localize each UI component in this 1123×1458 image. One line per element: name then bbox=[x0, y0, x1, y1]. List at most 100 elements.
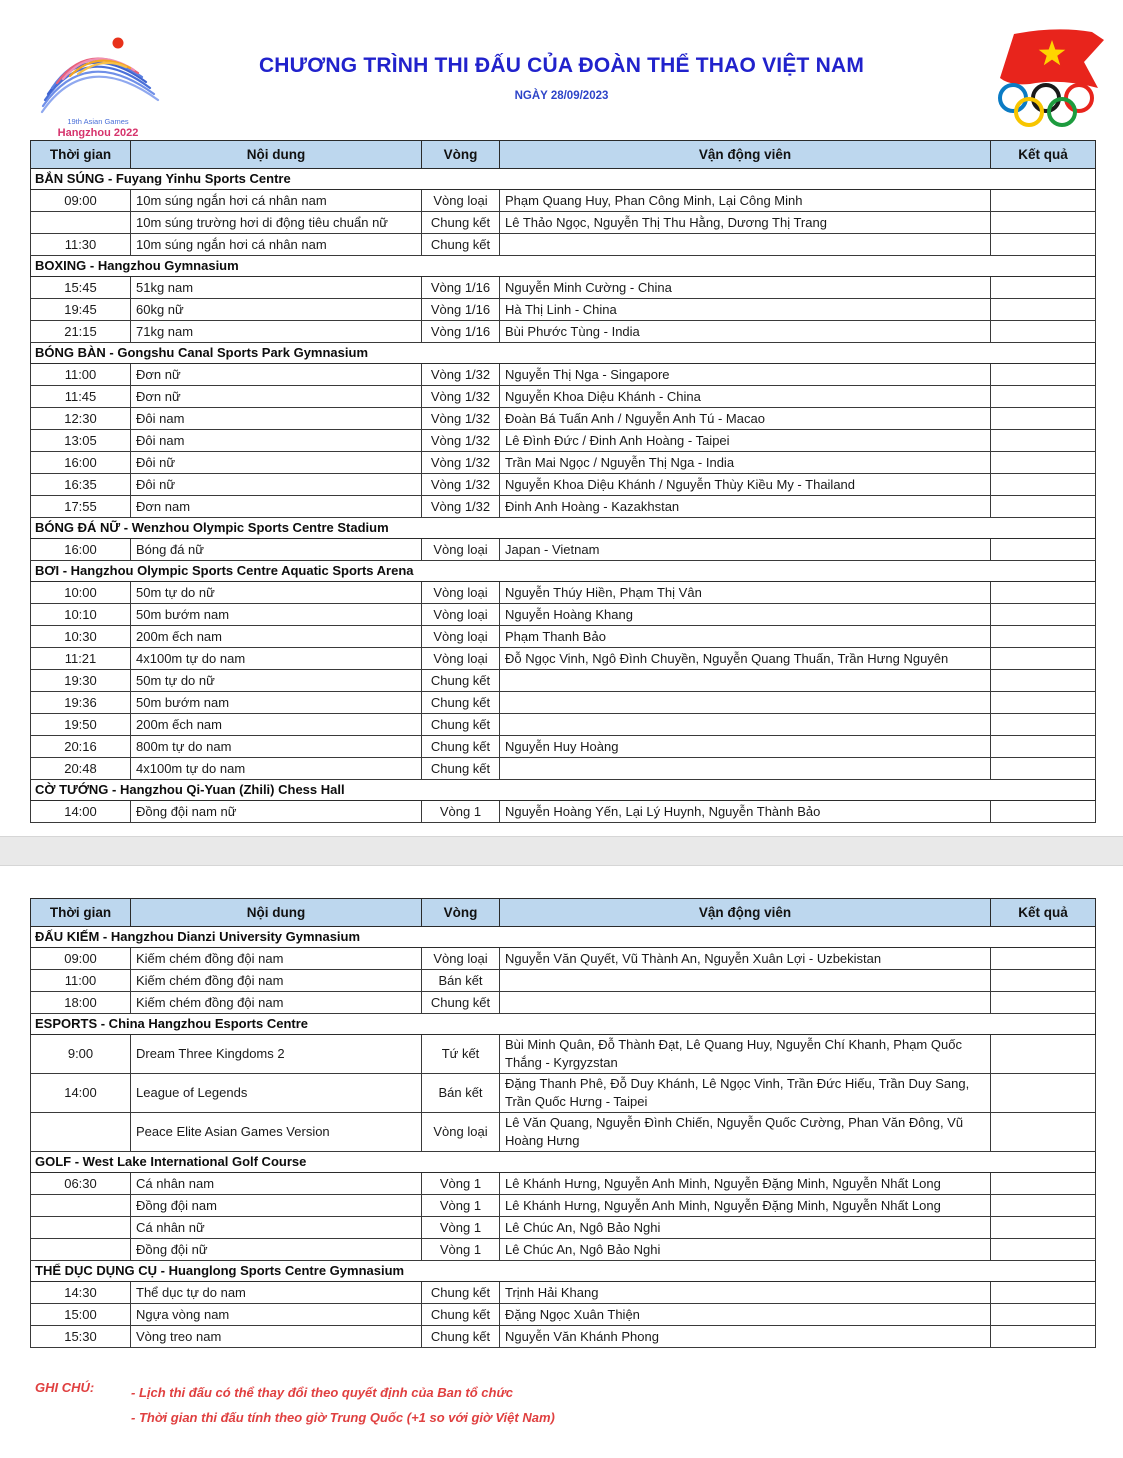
cell-event: 50m bướm nam bbox=[130, 603, 422, 626]
schedule-table-afternoon: Thời gian Nội dung Vòng Vận động viên Kết qu… bbox=[30, 898, 1096, 1348]
table-row: 20:48 4x100m tự do nam Chung kết bbox=[30, 757, 1096, 780]
cell-athletes: Lê Đình Đức / Đinh Anh Hoàng - Taipei bbox=[499, 429, 991, 452]
cell-athletes bbox=[499, 691, 991, 714]
cell-athletes: Nguyễn Khoa Diệu Khánh - China bbox=[499, 385, 991, 408]
cell-time: 06:30 bbox=[30, 1172, 131, 1195]
cell-time: 21:15 bbox=[30, 320, 131, 343]
cell-event: Bóng đá nữ bbox=[130, 538, 422, 561]
cell-round: Vòng 1/32 bbox=[421, 385, 500, 408]
cell-result bbox=[990, 429, 1096, 452]
section-header-row: BẮN SÚNG - Fuyang Yinhu Sports Centre bbox=[30, 168, 1096, 190]
table-row: 10:10 50m bướm nam Vòng loại Nguyễn Hoàng K… bbox=[30, 603, 1096, 626]
cell-event: Đôi nam bbox=[130, 429, 422, 452]
cell-athletes bbox=[499, 969, 991, 992]
table-row: 19:50 200m ếch nam Chung kết bbox=[30, 713, 1096, 736]
cell-round: Vòng 1/32 bbox=[421, 429, 500, 452]
column-header-round: Vòng bbox=[421, 898, 500, 927]
section-title: BẮN SÚNG - Fuyang Yinhu Sports Centre bbox=[30, 168, 1096, 190]
cell-time: 20:48 bbox=[30, 757, 131, 780]
table-row: 11:21 4x100m tự do nam Vòng loại Đỗ Ngọc Vi… bbox=[30, 647, 1096, 670]
section-title: THỂ DỤC DỤNG CỤ - Huanglong Sports Centr… bbox=[30, 1260, 1096, 1282]
cell-result bbox=[990, 1281, 1096, 1304]
cell-event: Kiếm chém đồng đội nam bbox=[130, 991, 422, 1014]
cell-result bbox=[990, 1112, 1096, 1152]
cell-athletes: Lê Khánh Hưng, Nguyễn Anh Minh, Nguyễn Đ… bbox=[499, 1172, 991, 1195]
cell-round: Vòng 1/16 bbox=[421, 320, 500, 343]
cell-event: Kiếm chém đồng đội nam bbox=[130, 969, 422, 992]
cell-round: Chung kết bbox=[421, 1281, 500, 1304]
table-row: 10m súng trường hơi di động tiêu chuẩn n… bbox=[30, 211, 1096, 234]
note-item: - Lịch thi đấu có thể thay đổi theo quyế… bbox=[131, 1385, 513, 1400]
column-header-result: Kết quả bbox=[990, 898, 1096, 927]
cell-round: Chung kết bbox=[421, 991, 500, 1014]
cell-athletes: Japan - Vietnam bbox=[499, 538, 991, 561]
section-title: BOXING - Hangzhou Gymnasium bbox=[30, 255, 1096, 277]
cell-time bbox=[30, 1216, 131, 1239]
cell-result bbox=[990, 385, 1096, 408]
cell-athletes bbox=[499, 991, 991, 1014]
cell-time: 11:30 bbox=[30, 233, 131, 256]
cell-time: 15:30 bbox=[30, 1325, 131, 1348]
page-break-band bbox=[0, 836, 1123, 866]
cell-round: Vòng 1/32 bbox=[421, 407, 500, 430]
cell-athletes: Nguyễn Minh Cường - China bbox=[499, 276, 991, 299]
cell-event: Ngựa vòng nam bbox=[130, 1303, 422, 1326]
table-row: 06:30 Cá nhân nam Vòng 1 Lê Khánh Hưng, Ngu… bbox=[30, 1172, 1096, 1195]
cell-round: Chung kết bbox=[421, 211, 500, 234]
cell-athletes: Phạm Quang Huy, Phan Công Minh, Lại Công… bbox=[499, 189, 991, 212]
table-row: 11:45 Đơn nữ Vòng 1/32 Nguyễn Khoa Diệu Khá… bbox=[30, 385, 1096, 408]
section-header-row: BƠI - Hangzhou Olympic Sports Centre Aqu… bbox=[30, 560, 1096, 582]
cell-round: Vòng loại bbox=[421, 581, 500, 604]
notes-list: - Lịch thi đấu có thể thay đổi theo quyế… bbox=[131, 1380, 555, 1430]
cell-athletes: Đoàn Bá Tuấn Anh / Nguyễn Anh Tú - Macao bbox=[499, 407, 991, 430]
schedule-table: Thời gian Nội dung Vòng Vận động viên Kết qu… bbox=[30, 898, 1096, 1348]
cell-event: League of Legends bbox=[130, 1073, 422, 1113]
table-row: 9:00 Dream Three Kingdoms 2 Tứ kết Bùi Minh… bbox=[30, 1034, 1096, 1074]
cell-event: 4x100m tự do nam bbox=[130, 647, 422, 670]
cell-round: Chung kết bbox=[421, 757, 500, 780]
cell-round: Bán kết bbox=[421, 1073, 500, 1113]
hangzhou-2022-asian-games-logo: 19th Asian Games Hangzhou 2022 bbox=[40, 37, 160, 139]
cell-time: 09:00 bbox=[30, 947, 131, 970]
cell-time: 14:30 bbox=[30, 1281, 131, 1304]
table-row: Cá nhân nữ Vòng 1 Lê Chúc An, Ngô Bảo Nghi bbox=[30, 1216, 1096, 1239]
table-row: Đồng đội nam Vòng 1 Lê Khánh Hưng, Nguyễn … bbox=[30, 1194, 1096, 1217]
cell-time: 11:21 bbox=[30, 647, 131, 670]
cell-result bbox=[990, 625, 1096, 648]
page-title: CHƯƠNG TRÌNH THI ĐẤU CỦA ĐOÀN THỂ THAO V… bbox=[258, 54, 865, 77]
cell-time: 15:45 bbox=[30, 276, 131, 299]
cell-round: Chung kết bbox=[421, 713, 500, 736]
column-header-event: Nội dung bbox=[130, 140, 422, 169]
cell-result bbox=[990, 1238, 1096, 1261]
cell-time bbox=[30, 1112, 131, 1152]
cell-time: 9:00 bbox=[30, 1034, 131, 1074]
cell-round: Vòng 1/32 bbox=[421, 473, 500, 496]
cell-athletes: Lê Thảo Ngọc, Nguyễn Thị Thu Hằng, Dương… bbox=[499, 211, 991, 234]
cell-athletes: Trịnh Hải Khang bbox=[499, 1281, 991, 1304]
cell-result bbox=[990, 363, 1096, 386]
cell-time: 16:35 bbox=[30, 473, 131, 496]
cell-time: 12:30 bbox=[30, 407, 131, 430]
cell-round: Vòng 1 bbox=[421, 1216, 500, 1239]
cell-event: 71kg nam bbox=[130, 320, 422, 343]
section-title: BÓNG ĐÁ NỮ - Wenzhou Olympic Sports Cent… bbox=[30, 517, 1096, 539]
flag-star-icon bbox=[1038, 40, 1066, 66]
section-title: CỜ TƯỚNG - Hangzhou Qi-Yuan (Zhili) Ches… bbox=[30, 779, 1096, 801]
table-row: 19:30 50m tự do nữ Chung kết bbox=[30, 669, 1096, 692]
cell-athletes: Trần Mai Ngọc / Nguyễn Thị Nga - India bbox=[499, 451, 991, 474]
cell-time: 19:36 bbox=[30, 691, 131, 714]
cell-result bbox=[990, 691, 1096, 714]
table-row: 15:30 Vòng treo nam Chung kết Nguyễn Văn Kh… bbox=[30, 1325, 1096, 1348]
cell-event: 4x100m tự do nam bbox=[130, 757, 422, 780]
cell-event: Đôi nam bbox=[130, 407, 422, 430]
section-header-row: THỂ DỤC DỤNG CỤ - Huanglong Sports Centr… bbox=[30, 1260, 1096, 1282]
table-row: 19:36 50m bướm nam Chung kết bbox=[30, 691, 1096, 714]
table-header-row: Thời gian Nội dung Vòng Vận động viên Kết qu… bbox=[30, 140, 1096, 169]
section-title: ESPORTS - China Hangzhou Esports Centre bbox=[30, 1013, 1096, 1035]
cell-event: 10m súng ngắn hơi cá nhân nam bbox=[130, 233, 422, 256]
cell-event: Đồng đội nam bbox=[130, 1194, 422, 1217]
asian-games-label: 19th Asian Games bbox=[67, 117, 129, 126]
cell-result bbox=[990, 800, 1096, 823]
table-row: Đồng đội nữ Vòng 1 Lê Chúc An, Ngô Bảo Ngh… bbox=[30, 1238, 1096, 1261]
cell-result bbox=[990, 1194, 1096, 1217]
